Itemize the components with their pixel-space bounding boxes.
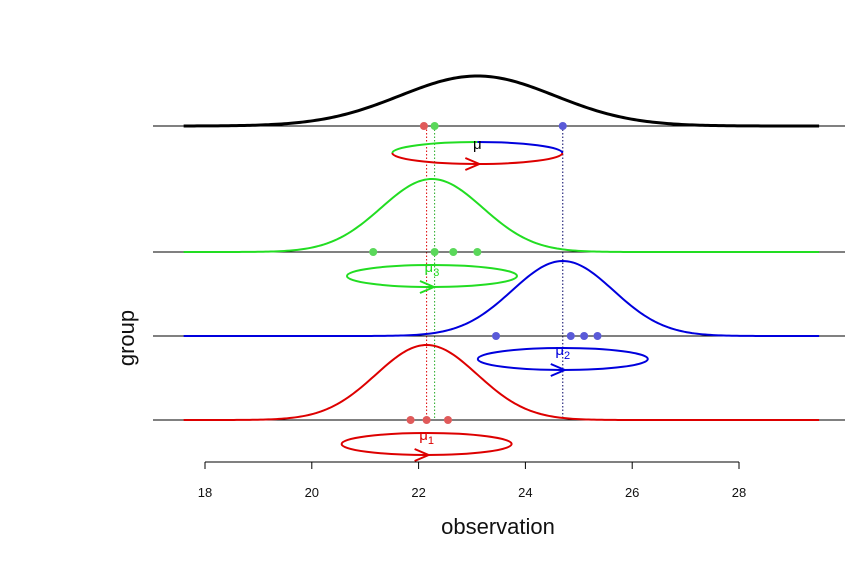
- ellipse-arc-top-right: [477, 141, 564, 154]
- point-group3-1: [369, 248, 378, 256]
- arrowhead: [414, 448, 432, 462]
- y-axis-title: group: [114, 310, 139, 366]
- mu-ellipse-group3: μ3: [345, 259, 518, 294]
- ellipse-arc-top-left: [345, 264, 432, 277]
- point-group3-3: [449, 248, 458, 256]
- ellipse-arc-top-right: [562, 347, 649, 360]
- x-tick-label-18: 18: [198, 485, 212, 500]
- mu-label-group2: μ2: [555, 342, 570, 362]
- ellipse-arc-top-left: [391, 141, 478, 154]
- point-group2-2: [566, 332, 575, 340]
- x-tick-label-22: 22: [411, 485, 425, 500]
- density-curve-group1: [183, 344, 820, 421]
- mu-label-group3: μ3: [425, 259, 440, 279]
- point-overall-3: [558, 122, 567, 130]
- x-axis: 18 20 22 24 26 28: [198, 461, 746, 500]
- point-group2-3: [580, 332, 589, 340]
- density-curves: [183, 74, 820, 421]
- point-group1-2: [422, 416, 431, 424]
- ellipse-arc-top-left: [476, 347, 563, 360]
- point-group3-4: [473, 248, 482, 256]
- mu-ellipse-overall: μ: [391, 136, 564, 171]
- density-curve-group2: [183, 259, 820, 337]
- x-tick-label-20: 20: [305, 485, 319, 500]
- point-group1-3: [443, 416, 452, 424]
- ellipse-arc-top-right: [426, 432, 513, 445]
- arrowhead: [419, 280, 437, 294]
- point-group3-2: [430, 248, 439, 256]
- reference-lines: [426, 126, 564, 420]
- point-overall-1: [419, 122, 428, 130]
- x-axis-title: observation: [441, 514, 555, 539]
- x-tick-label-26: 26: [625, 485, 639, 500]
- mu-label-group1: μ1: [419, 427, 434, 447]
- ellipse-arc-top-left: [340, 432, 427, 445]
- baselines: [153, 125, 845, 421]
- point-group2-1: [492, 332, 501, 340]
- observation-points: [369, 122, 602, 424]
- mean-ellipses: μ μ3 μ2 μ1: [340, 136, 649, 462]
- density-curve-overall: [183, 74, 820, 128]
- density-curve-group3: [183, 177, 820, 253]
- mu-ellipse-group2: μ2: [476, 342, 649, 377]
- point-group1-1: [406, 416, 415, 424]
- point-overall-2: [430, 122, 439, 130]
- ellipse-arc-top-right: [431, 264, 518, 277]
- arrowhead: [464, 157, 482, 171]
- mu-label-overall: μ: [473, 136, 482, 153]
- point-group2-4: [593, 332, 602, 340]
- x-tick-label-24: 24: [518, 485, 532, 500]
- x-tick-label-28: 28: [732, 485, 746, 500]
- arrowhead: [550, 363, 568, 377]
- mu-ellipse-group1: μ1: [340, 427, 513, 462]
